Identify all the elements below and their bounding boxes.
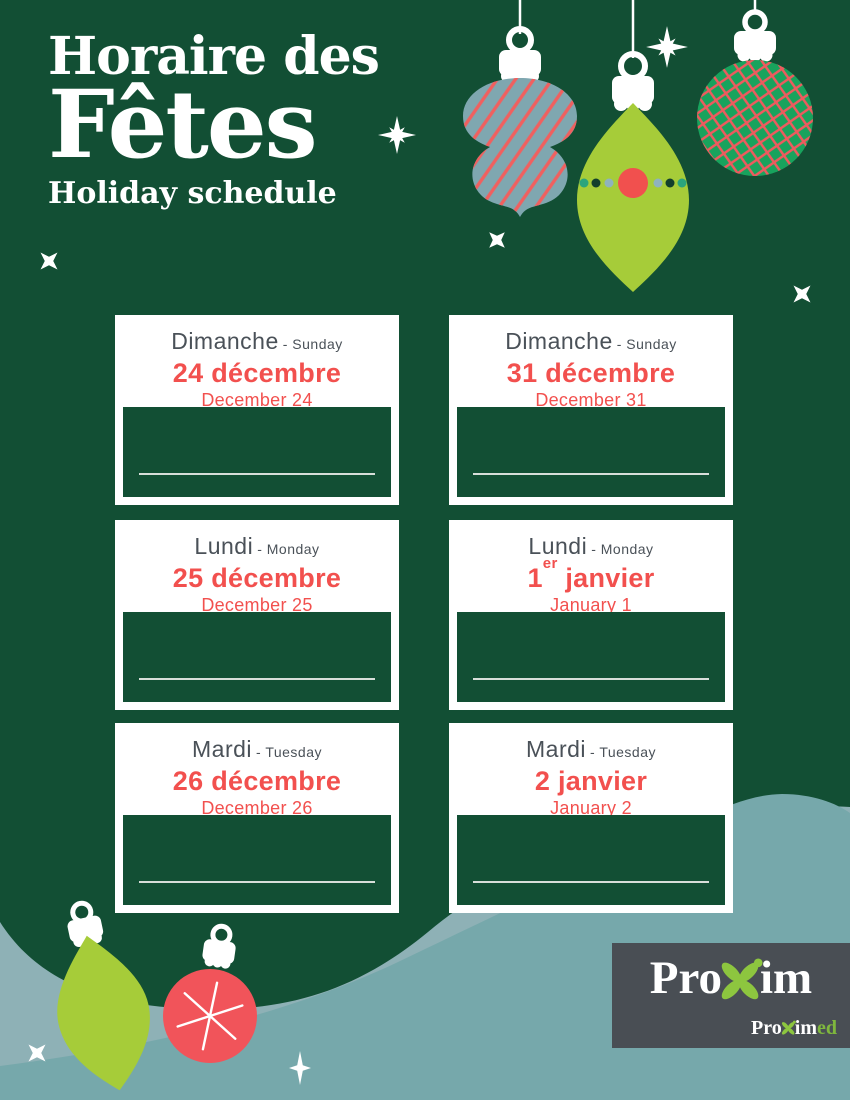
proxim-x-icon <box>721 957 763 999</box>
snowflake-icon <box>176 981 244 1051</box>
day-line: Dimanche - Sunday <box>449 328 733 355</box>
title-en: Holiday schedule <box>48 175 337 211</box>
ornament-red-ball-icon <box>163 923 257 1063</box>
ornament-teardrop-icon <box>577 51 689 292</box>
x-sparkle-icon <box>793 285 811 303</box>
write-in-panel <box>457 407 725 497</box>
day-line: Lundi - Monday <box>449 533 733 560</box>
logo-text-post: im <box>760 952 813 1004</box>
title-fr-line1: Horaire des <box>48 26 380 87</box>
date-en: January 1 <box>550 595 632 615</box>
schedule-card-dec24: Dimanche - Sunday 24 décembre December 24 <box>115 315 399 505</box>
schedule-card-dec26: Mardi - Tuesday 26 décembre December 26 <box>115 723 399 913</box>
write-in-panel <box>457 815 725 905</box>
sparkle-icon <box>289 1051 311 1085</box>
date-fr: 1er janvier <box>527 555 655 593</box>
teardrop-dots <box>579 168 687 198</box>
day-line: Mardi - Tuesday <box>115 736 399 763</box>
proximed-wordmark: Pro im ed <box>751 1018 837 1038</box>
ornament-ball-icon <box>697 9 813 176</box>
write-in-line <box>473 678 709 680</box>
day-name-en: - Monday <box>591 541 654 557</box>
date-fr: 31 décembre <box>506 358 676 388</box>
write-in-line <box>139 881 375 883</box>
day-name-en: - Monday <box>257 541 320 557</box>
day-name-fr: Mardi <box>192 736 253 762</box>
proximed-x-icon <box>781 1020 796 1035</box>
day-line: Dimanche - Sunday <box>115 328 399 355</box>
date-fr: 2 janvier <box>534 766 648 796</box>
write-in-panel <box>123 815 391 905</box>
logo-text-pre: Pro <box>649 952 722 1004</box>
day-name-en: - Sunday <box>282 336 343 352</box>
sparkle-icons-bottom <box>28 1044 311 1085</box>
x-sparkle-icon <box>489 232 505 248</box>
day-line: Lundi - Monday <box>115 533 399 560</box>
ornament-teardrop-small-icon <box>41 900 165 1100</box>
date-en: December 26 <box>201 798 313 818</box>
day-name-fr: Lundi <box>528 533 588 559</box>
date-fr: 25 décembre <box>172 563 342 593</box>
logo-sub-pre: Pro <box>751 1017 782 1039</box>
schedule-card-jan1: Lundi - Monday 1er janvier January 1 <box>449 520 733 710</box>
schedule-card-dec25: Lundi - Monday 25 décembre December 25 <box>115 520 399 710</box>
sparkle-icon <box>646 26 688 68</box>
x-sparkle-icon <box>40 252 58 270</box>
logo-sub-end: ed <box>817 1017 837 1039</box>
page-title: Horaire des Fêtes Holiday schedule <box>48 26 380 211</box>
write-in-line <box>473 881 709 883</box>
write-in-line <box>139 678 375 680</box>
x-sparkle-icon <box>28 1044 46 1062</box>
logo-sub-mid: im <box>794 1017 817 1039</box>
proxim-wordmark: Pro im <box>612 955 850 1002</box>
day-name-en: - Tuesday <box>256 744 322 760</box>
proxim-logo: Pro im Pro im ed <box>612 943 850 1048</box>
sparkle-icons-top <box>40 26 811 303</box>
date-en: December 31 <box>535 390 647 410</box>
title-fr-line2: Fêtes <box>48 69 318 180</box>
schedule-card-dec31: Dimanche - Sunday 31 décembre December 31 <box>449 315 733 505</box>
date-en: January 2 <box>550 798 632 818</box>
write-in-panel <box>457 612 725 702</box>
date-en: December 25 <box>201 595 313 615</box>
write-in-line <box>473 473 709 475</box>
day-name-en: - Tuesday <box>590 744 656 760</box>
day-name-fr: Dimanche <box>171 328 279 354</box>
date-en: December 24 <box>201 390 313 410</box>
date-fr: 26 décembre <box>172 766 342 796</box>
schedule-card-jan2: Mardi - Tuesday 2 janvier January 2 <box>449 723 733 913</box>
sparkle-icon <box>378 116 416 154</box>
date-fr: 24 décembre <box>172 358 342 388</box>
ornament-finial-icon <box>463 26 577 217</box>
write-in-panel <box>123 612 391 702</box>
day-name-fr: Dimanche <box>505 328 613 354</box>
day-line: Mardi - Tuesday <box>449 736 733 763</box>
day-name-fr: Lundi <box>194 533 254 559</box>
day-name-en: - Sunday <box>616 336 677 352</box>
write-in-line <box>139 473 375 475</box>
write-in-panel <box>123 407 391 497</box>
day-name-fr: Mardi <box>526 736 587 762</box>
